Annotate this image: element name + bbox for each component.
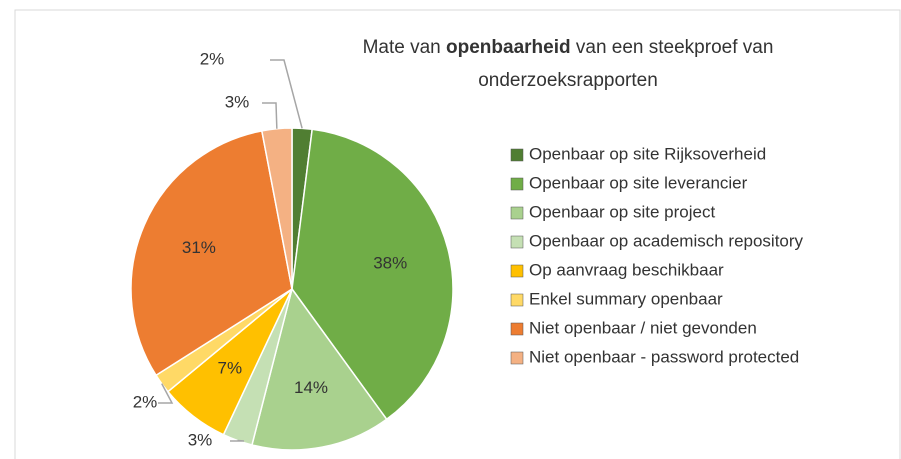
data-label: 7% — [218, 359, 243, 378]
legend-swatch — [510, 235, 524, 249]
pie-slice — [251, 287, 388, 451]
legend-swatch — [510, 351, 524, 365]
chart-title: onderzoeksrapporten — [478, 70, 658, 91]
legend-label: Openbaar op academisch repository — [529, 231, 804, 250]
legend-swatch — [510, 177, 524, 191]
leader-line — [158, 383, 174, 404]
title-part: van een steekproef van — [576, 37, 774, 58]
pie-slice — [260, 127, 293, 290]
legend-label: Openbaar op site leverancier — [529, 173, 748, 192]
legend-swatch — [510, 148, 524, 162]
pie-slice — [291, 128, 454, 421]
legend-swatch — [510, 293, 524, 307]
legend-label: Openbaar op site Rijksoverheid — [529, 144, 766, 163]
title-part: Mate van — [363, 37, 441, 58]
leader-line — [270, 59, 303, 129]
legend-swatch — [510, 206, 524, 220]
legend-label: Niet openbaar - password protected — [529, 347, 799, 366]
legend-label: Openbaar op site project — [529, 202, 715, 221]
legend-swatch — [510, 322, 524, 336]
legend-label: Enkel summary openbaar — [529, 289, 723, 308]
legend-swatch — [510, 264, 524, 278]
leader-line — [230, 439, 245, 442]
legend-label: Op aanvraag beschikbaar — [529, 260, 724, 279]
data-label: 38% — [373, 253, 407, 272]
legend-label: Niet openbaar / niet gevonden — [529, 318, 757, 337]
data-label: 2% — [200, 49, 225, 68]
data-label: 3% — [225, 92, 250, 111]
data-label: 31% — [182, 238, 216, 257]
data-label: 2% — [133, 392, 158, 411]
leader-line — [262, 102, 278, 129]
title-part: openbaarheid — [446, 37, 571, 58]
data-label: 3% — [188, 430, 213, 449]
data-label: 14% — [294, 378, 328, 397]
pie-slice — [130, 129, 293, 377]
chart-title: Mate van openbaarheid van een steekproef… — [363, 37, 774, 58]
